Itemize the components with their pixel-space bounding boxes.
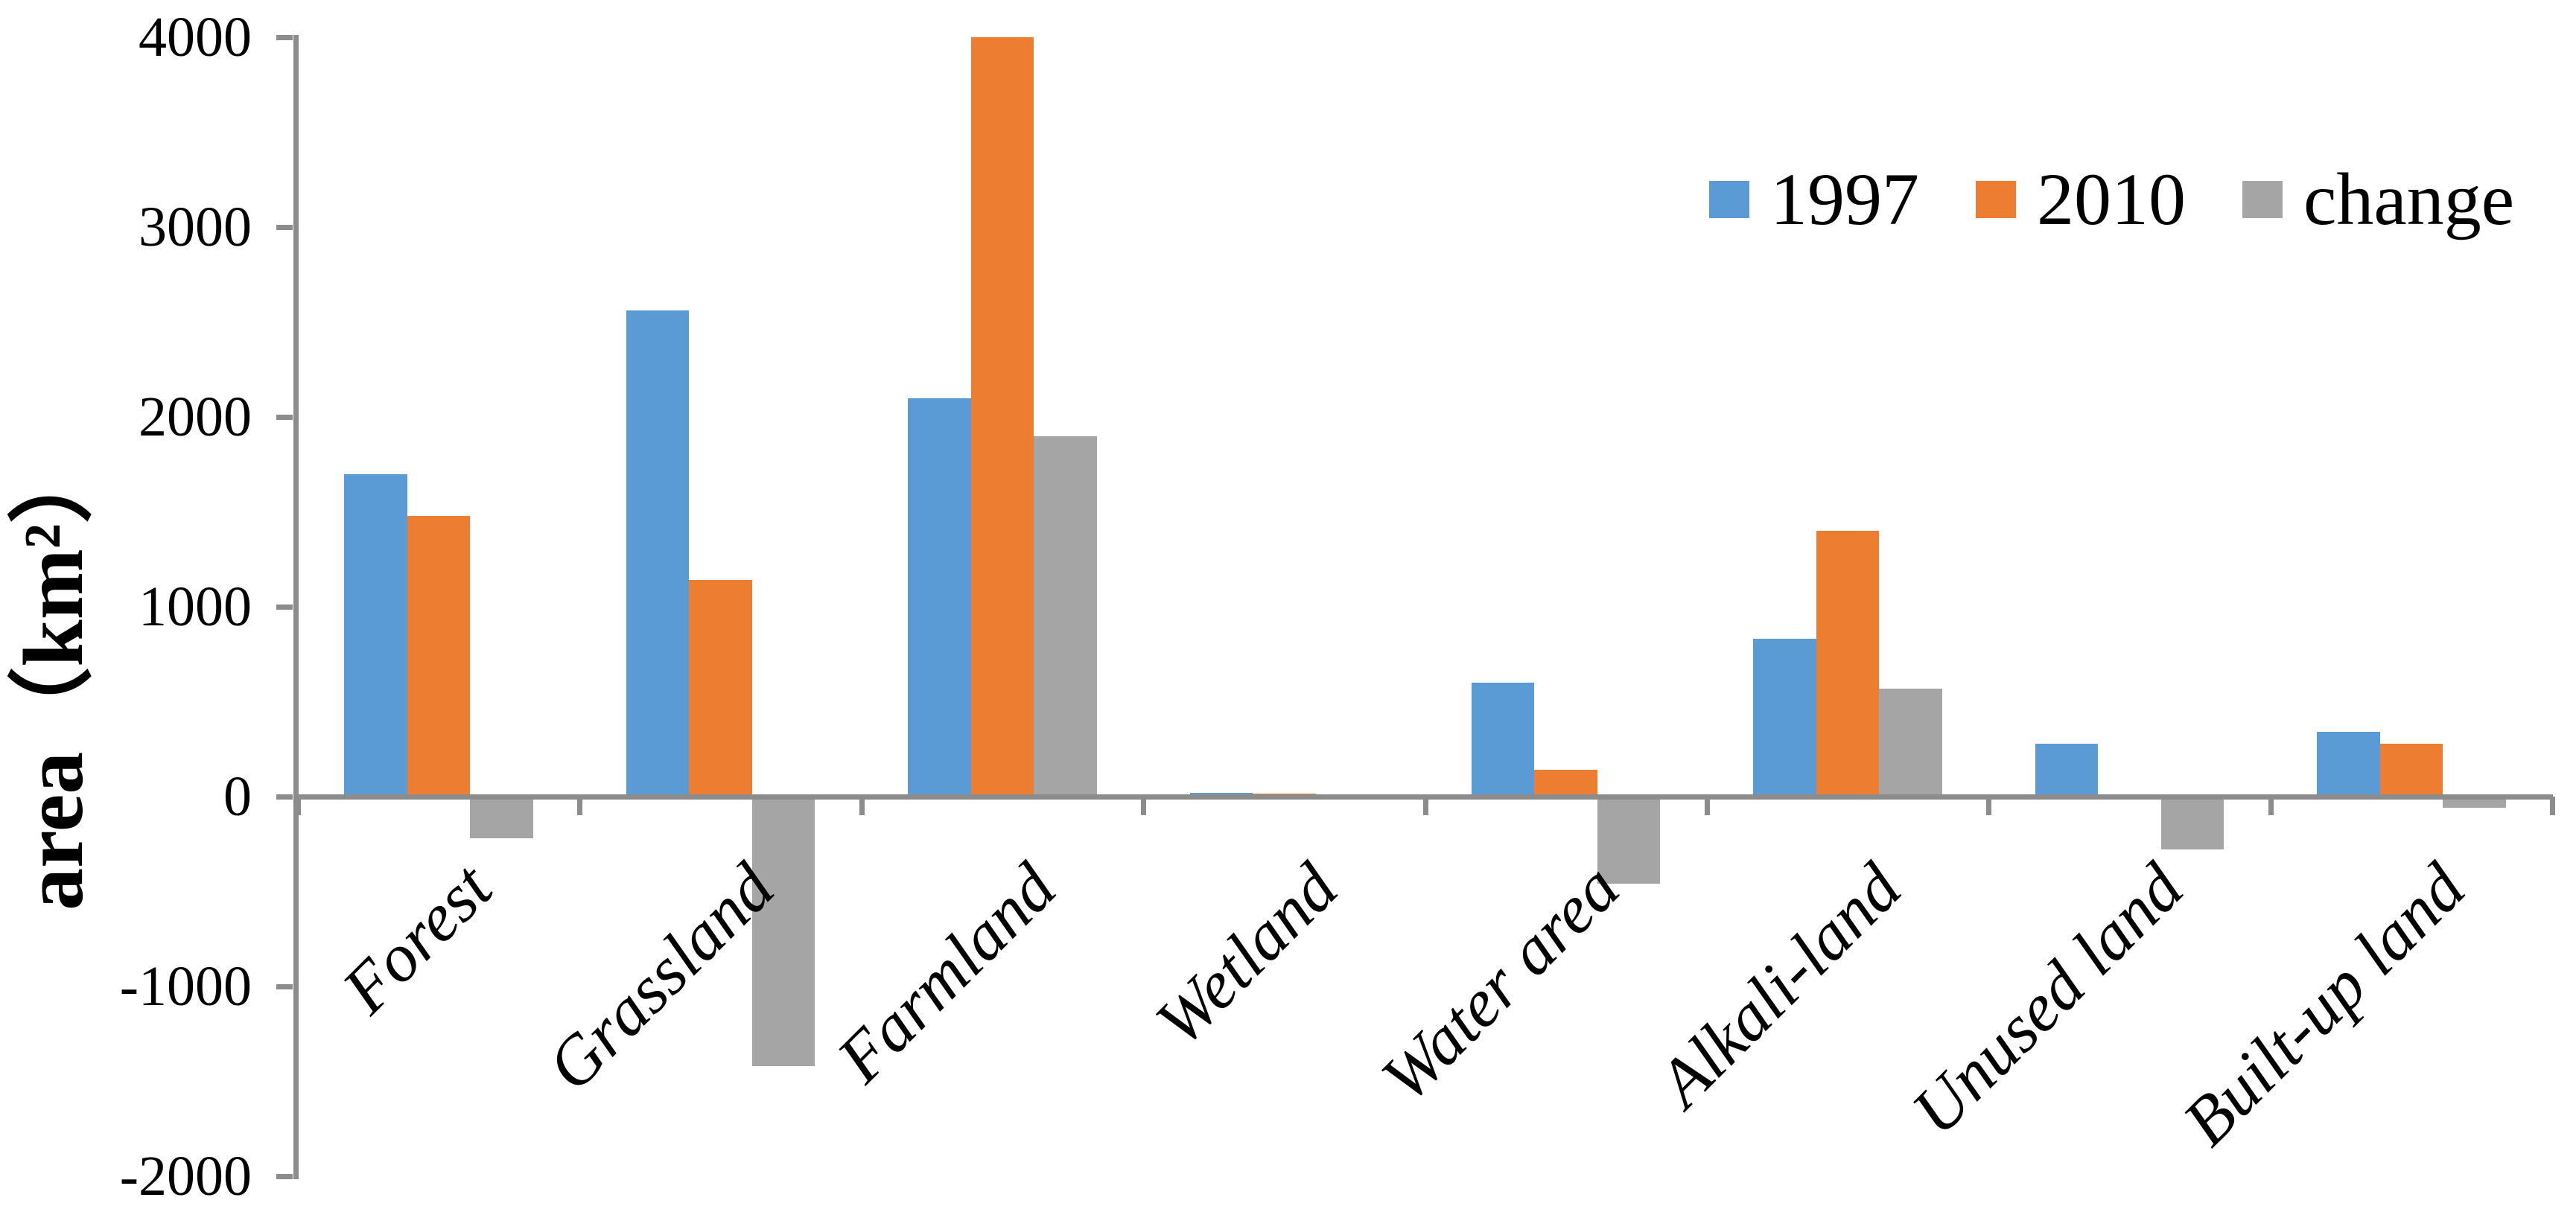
bar-1997-farmland	[908, 398, 971, 797]
y-axis-line	[293, 35, 299, 1179]
bar-1997-water-area	[1471, 683, 1535, 797]
bar-1997-forest	[344, 473, 407, 797]
bar-1997-alkali-land	[1753, 639, 1816, 797]
x-tick-mark	[1986, 797, 1992, 815]
bar-2010-alkali-land	[1816, 531, 1880, 797]
x-tick-mark	[2550, 797, 2555, 815]
bar-1997-unused-land	[2035, 743, 2099, 797]
y-tick-mark	[276, 794, 293, 800]
x-tick-mark	[1422, 797, 1428, 815]
category-label-alkali-land: Alkali-land	[1643, 849, 1915, 1121]
x-tick-mark	[1141, 797, 1147, 815]
y-tick-mark	[276, 1174, 293, 1179]
y-tick-mark	[276, 984, 293, 989]
bar-1997-built-up-land	[2317, 732, 2380, 797]
bar-change-water-area	[1597, 797, 1661, 884]
legend-item-1997: 1997	[1709, 162, 1919, 237]
category-label-farmland: Farmland	[822, 849, 1070, 1097]
bar-2010-water-area	[1534, 770, 1597, 797]
y-tick-label: 1000	[139, 575, 252, 638]
bar-change-grassland	[751, 797, 815, 1067]
legend-swatch-change	[2242, 181, 2283, 218]
y-tick-label: 4000	[139, 6, 252, 68]
y-tick-mark	[276, 415, 293, 420]
legend: 1997 2010 change	[1709, 162, 2514, 237]
x-tick-mark	[1704, 797, 1710, 815]
bar-2010-forest	[407, 515, 471, 797]
y-tick-label: -1000	[119, 955, 252, 1018]
y-tick-mark	[276, 225, 293, 230]
x-tick-mark	[577, 797, 583, 815]
bar-change-unused-land	[2160, 797, 2224, 850]
category-label-water-area: Water area	[1367, 849, 1634, 1116]
legend-item-2010: 2010	[1976, 162, 2186, 237]
category-label-forest: Forest	[328, 849, 506, 1028]
y-tick-label: 3000	[139, 196, 252, 258]
legend-label-1997: 1997	[1770, 158, 1919, 240]
legend-item-change: change	[2242, 162, 2514, 237]
y-tick-mark	[276, 605, 293, 610]
bar-change-alkali-land	[1879, 688, 1942, 797]
bar-change-forest	[470, 797, 533, 839]
legend-swatch-1997	[1709, 181, 1749, 218]
legend-swatch-2010	[1976, 181, 2016, 218]
y-tick-mark	[276, 35, 293, 40]
y-axis-title: area（km²）	[6, 438, 101, 910]
category-label-built-up-land: Built-up land	[2168, 849, 2479, 1160]
x-tick-mark	[859, 797, 865, 815]
bar-1997-grassland	[626, 310, 690, 797]
bar-2010-grassland	[689, 580, 752, 797]
bar-2010-farmland	[970, 37, 1034, 797]
category-label-unused-land: Unused land	[1897, 849, 2198, 1149]
bar-2010-built-up-land	[2379, 743, 2443, 797]
x-tick-mark	[2268, 797, 2274, 815]
x-tick-mark	[296, 797, 301, 815]
category-label-wetland: Wetland	[1141, 849, 1352, 1060]
legend-label-change: change	[2303, 158, 2515, 240]
legend-label-2010: 2010	[2037, 158, 2186, 240]
bar-change-farmland	[1034, 436, 1097, 797]
y-tick-label: 0	[223, 765, 252, 828]
y-tick-label: 2000	[139, 386, 252, 448]
category-label-grassland: Grassland	[532, 849, 789, 1105]
y-tick-label: -2000	[119, 1145, 252, 1208]
